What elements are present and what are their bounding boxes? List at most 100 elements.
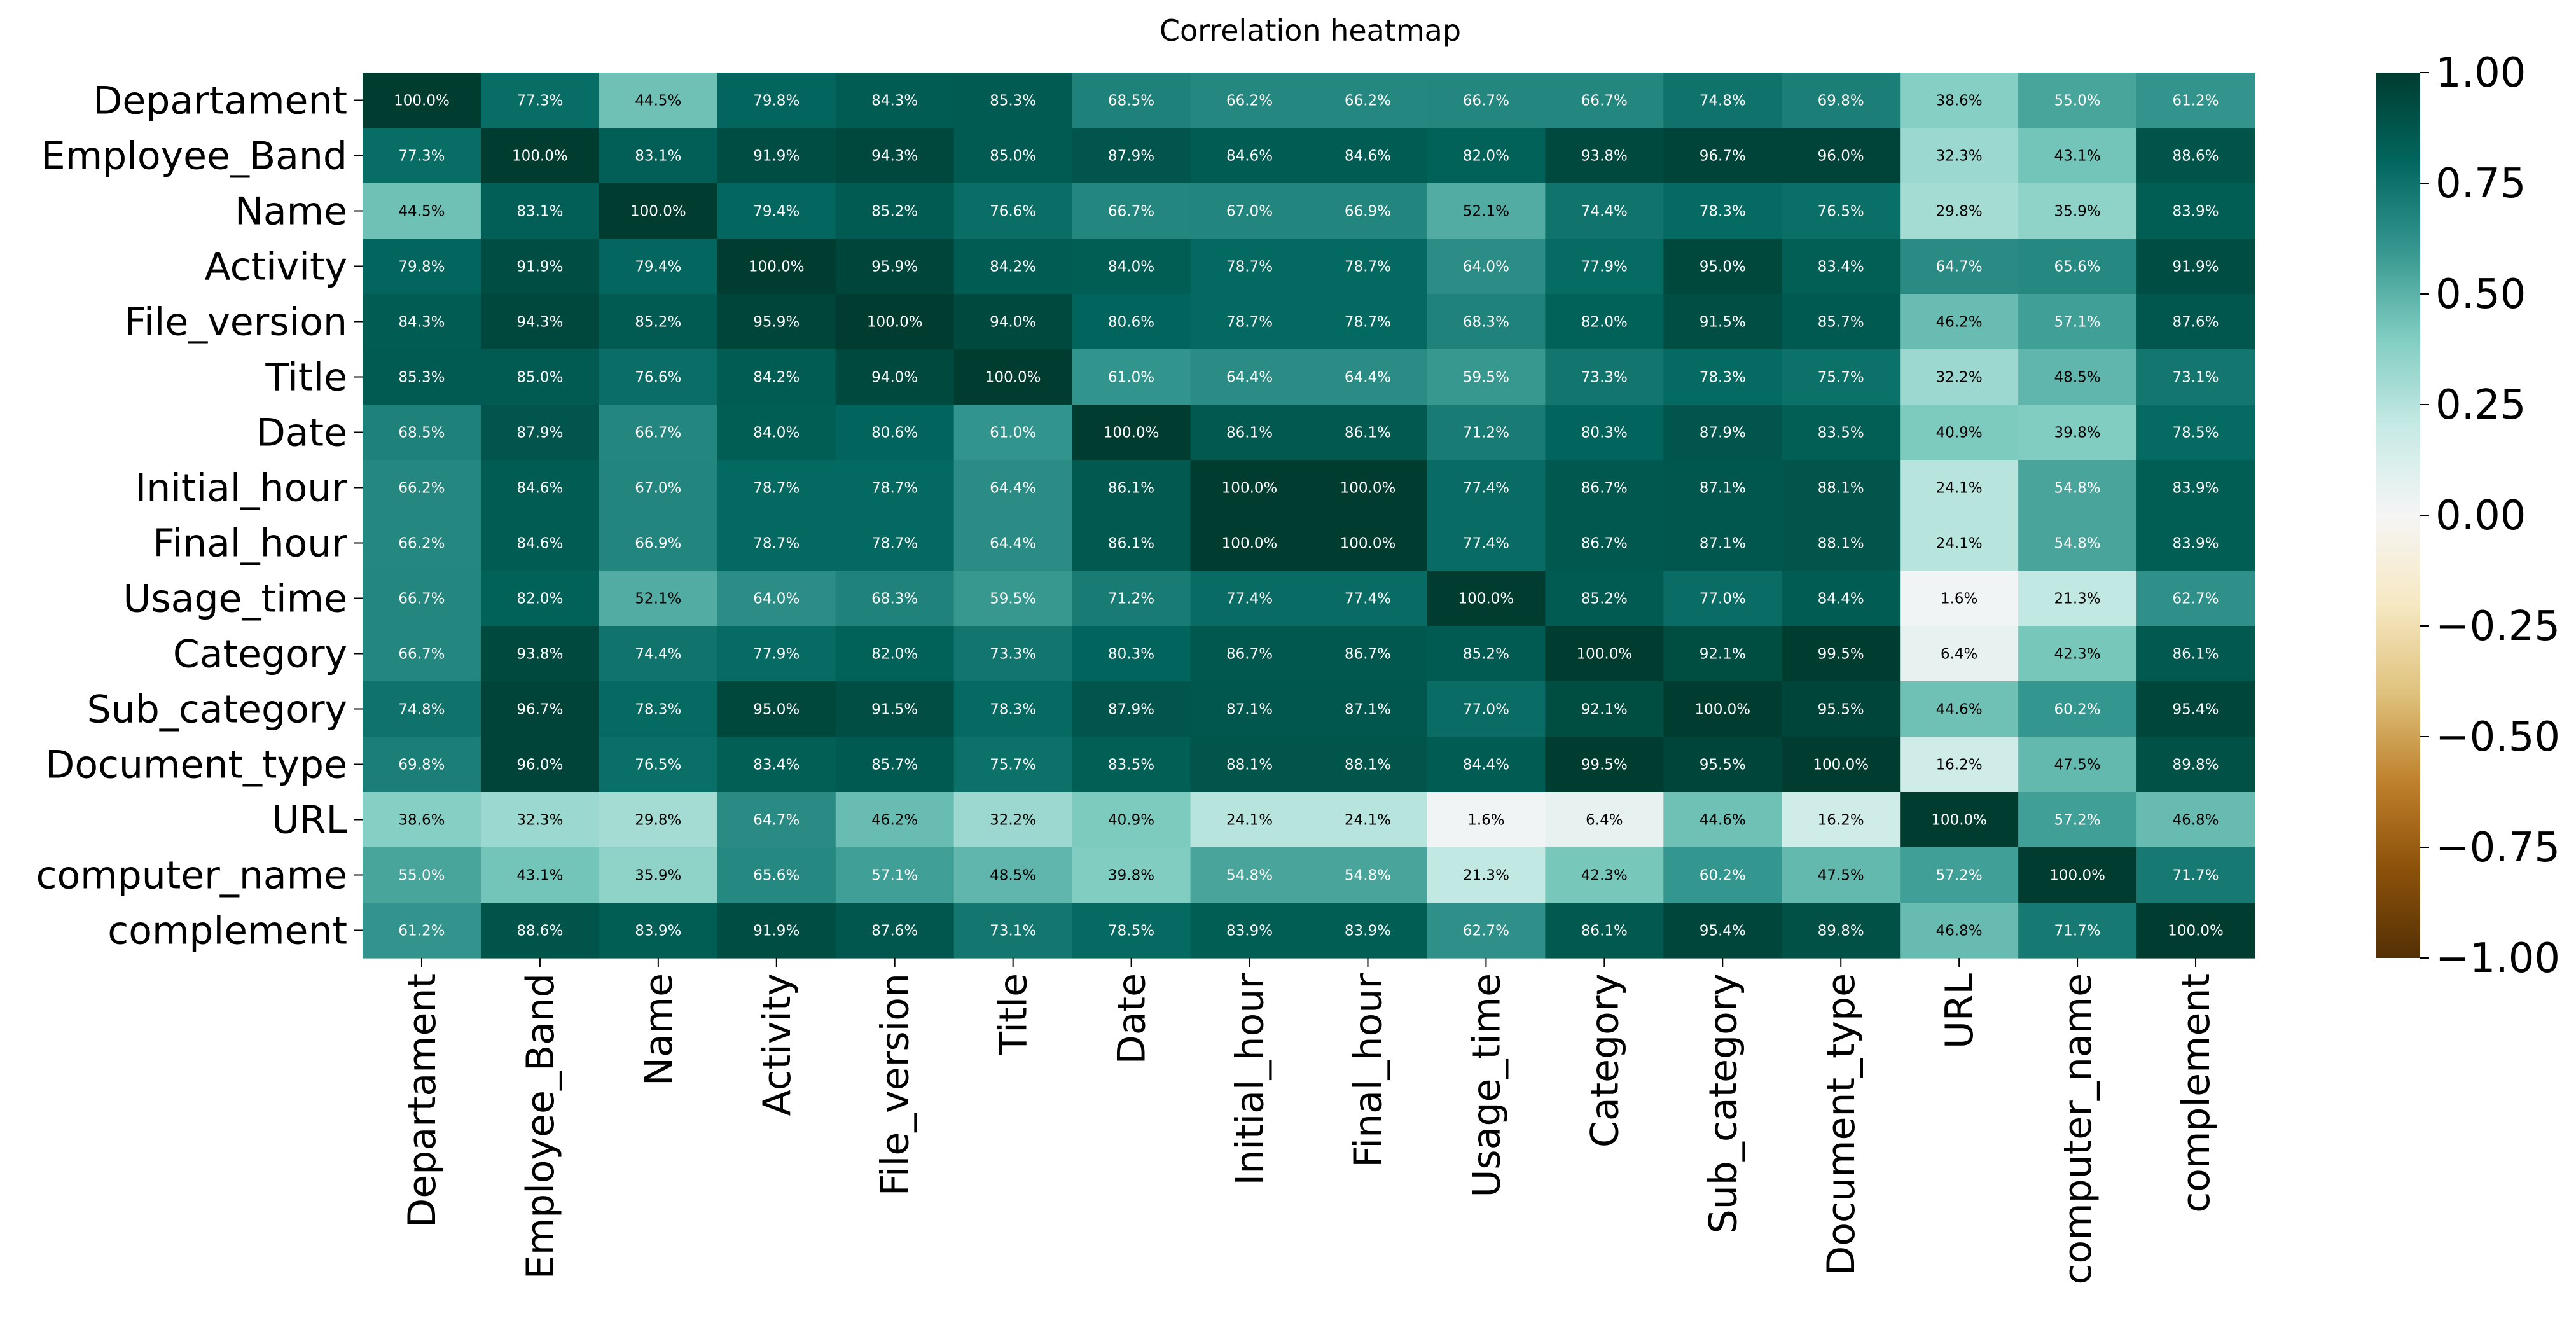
heatmap-cell: [480, 515, 600, 571]
heatmap-cell: [480, 183, 600, 239]
x-tick-label: Sub_category: [1701, 973, 1745, 1233]
heatmap-cell: [480, 349, 600, 405]
heatmap-cell: [1782, 792, 1901, 848]
heatmap-cell: [953, 183, 1073, 239]
heatmap-cell: [1190, 73, 1310, 128]
cell-value-label: 80.6%: [1108, 314, 1154, 331]
cell-value-label: 92.1%: [1581, 702, 1628, 718]
cell-value-label: 85.7%: [1818, 314, 1864, 331]
cell-value-label: 100.0%: [394, 93, 450, 109]
heatmap-cell: [2018, 903, 2137, 959]
heatmap-cell: [1308, 294, 1428, 350]
cell-value-label: 6.4%: [1586, 812, 1623, 829]
heatmap-cell: [2018, 405, 2137, 461]
cell-value-label: 100.0%: [1104, 425, 1160, 441]
heatmap-cell: [480, 681, 600, 737]
heatmap-cell: [363, 294, 481, 350]
cell-value-label: 65.6%: [753, 868, 800, 884]
heatmap-cell: [835, 847, 955, 903]
heatmap-cell: [953, 128, 1073, 184]
heatmap-cell: [1427, 183, 1546, 239]
heatmap-cell: [1308, 737, 1428, 793]
y-tick-label: Final_hour: [153, 522, 347, 566]
cell-value-label: 100.0%: [985, 370, 1041, 386]
heatmap-cell: [1782, 681, 1901, 737]
heatmap-cell: [953, 847, 1073, 903]
cell-value-label: 95.9%: [871, 259, 918, 275]
cell-value-label: 77.4%: [1463, 480, 1509, 497]
heatmap-cell: [2018, 73, 2137, 128]
cell-value-label: 83.5%: [1818, 425, 1864, 441]
heatmap-cell: [1190, 183, 1310, 239]
cell-value-label: 85.3%: [990, 93, 1036, 109]
cell-value-label: 82.0%: [871, 646, 918, 663]
cell-value-label: 73.1%: [990, 923, 1036, 940]
cell-value-label: 62.7%: [2172, 591, 2219, 607]
heatmap-cell: [363, 515, 481, 571]
cell-value-label: 100.0%: [630, 204, 686, 220]
heatmap-cell: [363, 239, 481, 295]
cell-value-label: 85.0%: [516, 370, 563, 386]
cell-value-label: 78.7%: [1345, 259, 1391, 275]
x-tick-label: Document_type: [1819, 973, 1864, 1275]
cell-value-label: 44.5%: [398, 204, 445, 220]
heatmap-cell: [1663, 128, 1782, 184]
heatmap-cell: [363, 903, 481, 959]
cell-value-label: 78.7%: [871, 480, 918, 497]
cell-value-label: 77.3%: [398, 148, 445, 165]
heatmap-cell: [835, 626, 955, 682]
heatmap-cell: [1663, 571, 1782, 627]
heatmap-cell: [1782, 571, 1901, 627]
heatmap-cell: [1308, 183, 1428, 239]
heatmap-cell: [717, 239, 836, 295]
colorbar-tick-label: 0.75: [2435, 160, 2526, 207]
cell-value-label: 16.2%: [1936, 757, 1983, 773]
cell-value-label: 66.7%: [398, 646, 445, 663]
heatmap-cell: [363, 571, 481, 627]
heatmap-cell: [1782, 405, 1901, 461]
cell-value-label: 67.0%: [1226, 204, 1273, 220]
cell-value-label: 100.0%: [1340, 480, 1396, 497]
heatmap-cell: [1072, 183, 1191, 239]
cell-value-label: 68.3%: [871, 591, 918, 607]
x-tick-label: Category: [1582, 973, 1627, 1148]
heatmap-cell: [2018, 460, 2137, 516]
cell-value-label: 85.3%: [398, 370, 445, 386]
cell-value-label: 24.1%: [1226, 812, 1273, 829]
cell-value-label: 66.7%: [635, 425, 681, 441]
cell-value-label: 82.0%: [516, 591, 563, 607]
heatmap-cell: [953, 349, 1073, 405]
heatmap-cell: [2136, 239, 2255, 295]
cell-value-label: 52.1%: [1463, 204, 1509, 220]
heatmap-cell: [1545, 405, 1664, 461]
heatmap-cell: [1190, 903, 1310, 959]
cell-value-label: 84.4%: [1463, 757, 1509, 773]
cell-value-label: 60.2%: [2054, 702, 2101, 718]
cell-value-label: 86.1%: [1581, 923, 1628, 940]
heatmap-cell: [953, 515, 1073, 571]
heatmap-cell: [953, 737, 1073, 793]
heatmap-cell: [1900, 460, 2019, 516]
cell-value-label: 87.1%: [1226, 702, 1273, 718]
cell-value-label: 100.0%: [1931, 812, 1987, 829]
cell-value-label: 64.4%: [990, 536, 1036, 552]
cell-value-label: 85.2%: [871, 204, 918, 220]
cell-value-label: 64.7%: [753, 812, 800, 829]
heatmap-cell: [363, 737, 481, 793]
heatmap-cell: [1190, 294, 1310, 350]
heatmap-cell: [2136, 681, 2255, 737]
heatmap-cell: [480, 847, 600, 903]
cell-value-label: 82.0%: [1581, 314, 1628, 331]
heatmap-cell: [1072, 737, 1191, 793]
cell-value-label: 66.2%: [1226, 93, 1273, 109]
cell-value-label: 78.7%: [753, 536, 800, 552]
heatmap-cell: [1308, 460, 1428, 516]
cell-value-label: 55.0%: [2054, 93, 2101, 109]
heatmap-cell: [1427, 128, 1546, 184]
cell-value-label: 61.0%: [990, 425, 1036, 441]
heatmap-cell: [1190, 128, 1310, 184]
cell-value-label: 6.4%: [1941, 646, 1977, 663]
cell-value-label: 78.3%: [635, 702, 681, 718]
cell-value-label: 54.8%: [1226, 868, 1273, 884]
cell-value-label: 86.1%: [1108, 480, 1154, 497]
